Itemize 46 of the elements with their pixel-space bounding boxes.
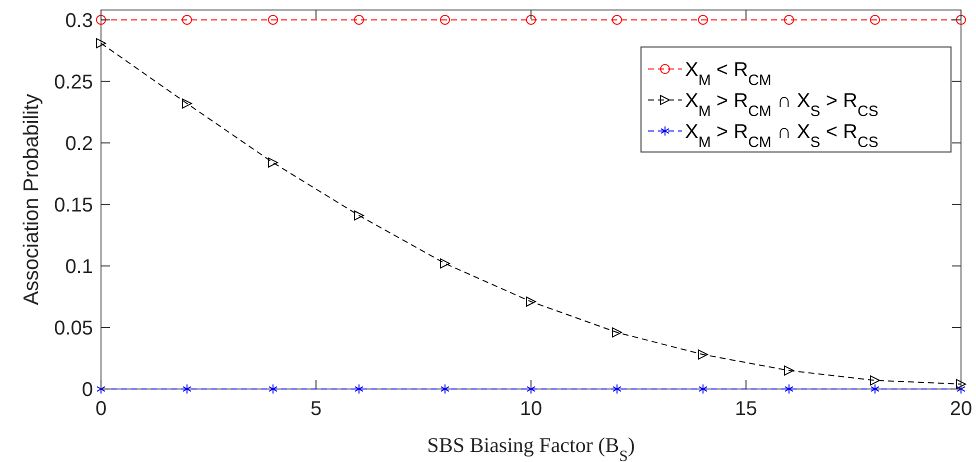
point	[440, 14, 450, 25]
point	[870, 375, 880, 386]
point	[698, 384, 708, 394]
point	[268, 14, 278, 25]
legend-label: X$_{M}$ > R$_{CM}$ ∩ X$_{S}$ < R$_{CS}$	[685, 121, 878, 150]
x-tick-label: 0	[95, 398, 107, 420]
point	[784, 14, 794, 25]
y-tick-label: 0	[82, 379, 93, 401]
y-tick-label: 0.15	[54, 194, 93, 216]
point	[526, 296, 536, 307]
point	[440, 384, 450, 394]
point	[268, 384, 278, 394]
point	[870, 384, 880, 394]
legend-label: X$_{M}$ < R$_{CM}$	[685, 59, 772, 88]
x-axis-title: SBS Biasing Factor (B$_{S}$)	[427, 433, 635, 462]
point	[354, 14, 364, 25]
x-tick-label: 20	[950, 398, 972, 420]
y-tick-label: 0.2	[65, 132, 93, 155]
point	[268, 158, 278, 168]
x-tick-label: 5	[310, 398, 322, 420]
point	[870, 14, 880, 25]
y-tick-label: 0.05	[54, 317, 93, 340]
x-tick-label: 10	[520, 398, 542, 420]
point	[526, 14, 536, 25]
point	[182, 14, 192, 25]
point	[698, 14, 708, 25]
point	[354, 210, 364, 220]
y-tick-label: 0.3	[65, 10, 93, 32]
point	[182, 98, 192, 109]
point	[698, 350, 708, 360]
point	[784, 366, 794, 376]
point	[440, 258, 450, 268]
y-tick-label: 0.1	[65, 256, 93, 278]
point	[612, 327, 622, 338]
point	[96, 38, 106, 48]
point	[96, 14, 106, 25]
point	[784, 384, 794, 394]
point	[354, 384, 364, 394]
y-tick-label: 0.25	[54, 71, 93, 94]
point	[182, 384, 192, 394]
point	[612, 384, 622, 394]
point	[956, 14, 966, 25]
legend-label: X$_{M}$ > R$_{CM}$ ∩ X$_{S}$ > R$_{CS}$	[685, 90, 878, 120]
y-axis-title: Association Probability	[20, 93, 43, 306]
x-tick-label: 15	[734, 398, 758, 420]
point	[612, 14, 622, 25]
